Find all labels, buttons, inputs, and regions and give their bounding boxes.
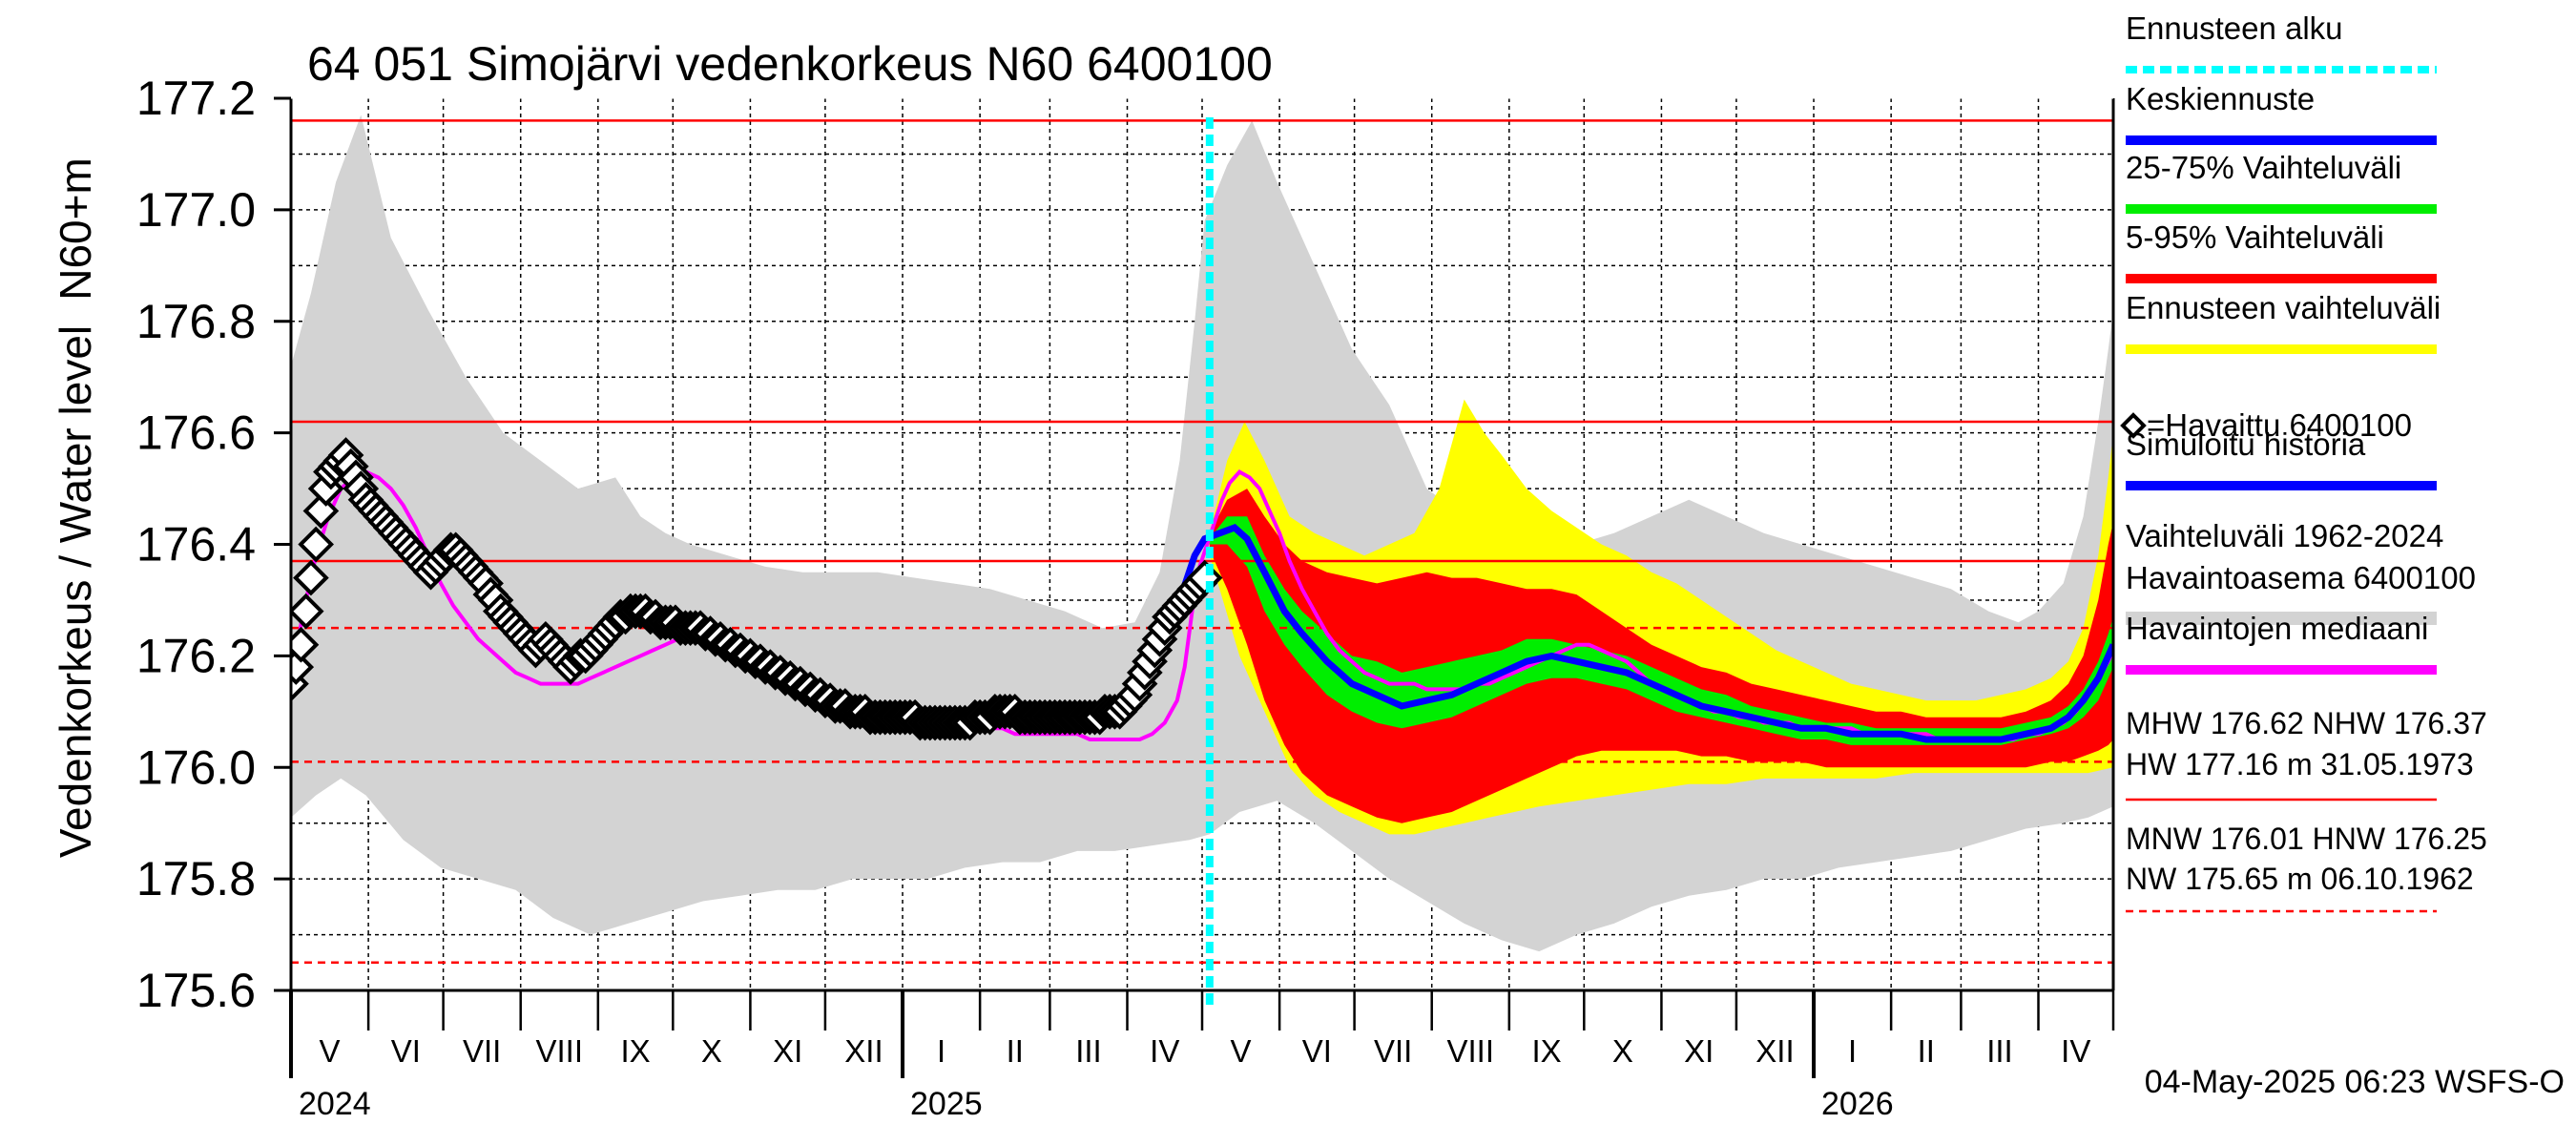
- footer-timestamp: 04-May-2025 06:23 WSFS-O: [2145, 1064, 2565, 1100]
- y-tick-label: 176.4: [136, 518, 256, 572]
- legend-label: 25-75% Vaihteluväli: [2126, 150, 2401, 185]
- legend-label: Keskiennuste: [2126, 81, 2315, 116]
- observed-point: [298, 526, 334, 563]
- y-tick-label: 175.6: [136, 964, 256, 1017]
- month-label: IV: [1150, 1033, 1179, 1069]
- month-label: II: [1007, 1033, 1024, 1069]
- month-label: VII: [463, 1033, 501, 1069]
- month-label: XI: [773, 1033, 802, 1069]
- y-tick-label: 176.2: [136, 629, 256, 682]
- month-label: III: [1075, 1033, 1102, 1069]
- mean-forecast-line: [1176, 523, 2113, 743]
- month-label: IX: [1531, 1033, 1561, 1069]
- legend-label: =Havaittu 6400100: [2147, 407, 2412, 443]
- month-label: V: [320, 1033, 341, 1069]
- month-label: VIII: [536, 1033, 584, 1069]
- historical-range-band: [291, 114, 2113, 952]
- month-label: II: [1918, 1033, 1935, 1069]
- month-label: III: [1986, 1033, 2013, 1069]
- y-tick-label: 175.8: [136, 852, 256, 906]
- stats-text: NW 175.65 m 06.10.1962: [2126, 862, 2474, 896]
- stats-text: HW 177.16 m 31.05.1973: [2126, 747, 2474, 781]
- legend-label: Vaihteluväli 1962-2024: [2126, 518, 2443, 553]
- month-label: VI: [391, 1033, 421, 1069]
- legend-observed-marker: [2120, 412, 2147, 439]
- observed-point: [291, 593, 324, 630]
- year-label: 2025: [910, 1086, 983, 1122]
- legend: Ennusteen alku Keskiennuste 25-75% Vaihtel…: [2120, 10, 2487, 913]
- month-label: XI: [1684, 1033, 1714, 1069]
- plot-area: [291, 98, 2113, 990]
- y-tick-label: 176.8: [136, 295, 256, 348]
- y-axis-unit: N60+m: [51, 157, 100, 301]
- legend-label: Simuloitu historia: [2126, 427, 2366, 462]
- month-label: VII: [1374, 1033, 1412, 1069]
- month-label: IV: [2061, 1033, 2090, 1069]
- year-label: 2026: [1821, 1086, 1894, 1122]
- y-axis-labels: Vedenkorkeus / Water level N60+m: [51, 157, 100, 858]
- month-label: IX: [620, 1033, 650, 1069]
- month-label: XII: [844, 1033, 883, 1069]
- chart-title: 64 051 Simojärvi vedenkorkeus N60 640010…: [307, 37, 1273, 91]
- month-label: I: [1848, 1033, 1857, 1069]
- year-label: 2024: [299, 1086, 371, 1122]
- month-label: X: [1612, 1033, 1633, 1069]
- y-tick-label: 176.0: [136, 740, 256, 794]
- legend-label: Ennusteen vaihteluväli: [2126, 290, 2441, 325]
- month-label: I: [937, 1033, 945, 1069]
- legend-label: Havaintoasema 6400100: [2126, 560, 2476, 595]
- month-label: XII: [1755, 1033, 1794, 1069]
- legend-label: 5-95% Vaihteluväli: [2126, 219, 2384, 255]
- observed-point: [291, 626, 320, 663]
- month-label: V: [1231, 1033, 1252, 1069]
- y-axis-title: Vedenkorkeus / Water level: [51, 325, 100, 858]
- month-label: VI: [1302, 1033, 1332, 1069]
- stats-text: MNW 176.01 HNW 176.25: [2126, 822, 2487, 856]
- legend-label: Havaintojen mediaani: [2126, 611, 2428, 646]
- month-label: X: [701, 1033, 722, 1069]
- stats-text: MHW 176.62 NHW 176.37: [2126, 706, 2487, 740]
- month-label: VIII: [1447, 1033, 1495, 1069]
- y-tick-label: 177.2: [136, 72, 256, 125]
- axes: 177.2 177.0 176.8 176.6 176.4 176.2 176.0 175.8…: [136, 72, 2115, 1122]
- observed-point: [291, 649, 315, 685]
- y-tick-label: 176.6: [136, 406, 256, 460]
- y-tick-label: 177.0: [136, 183, 256, 237]
- observed-point: [293, 559, 329, 596]
- legend-label: Ennusteen alku: [2126, 10, 2343, 46]
